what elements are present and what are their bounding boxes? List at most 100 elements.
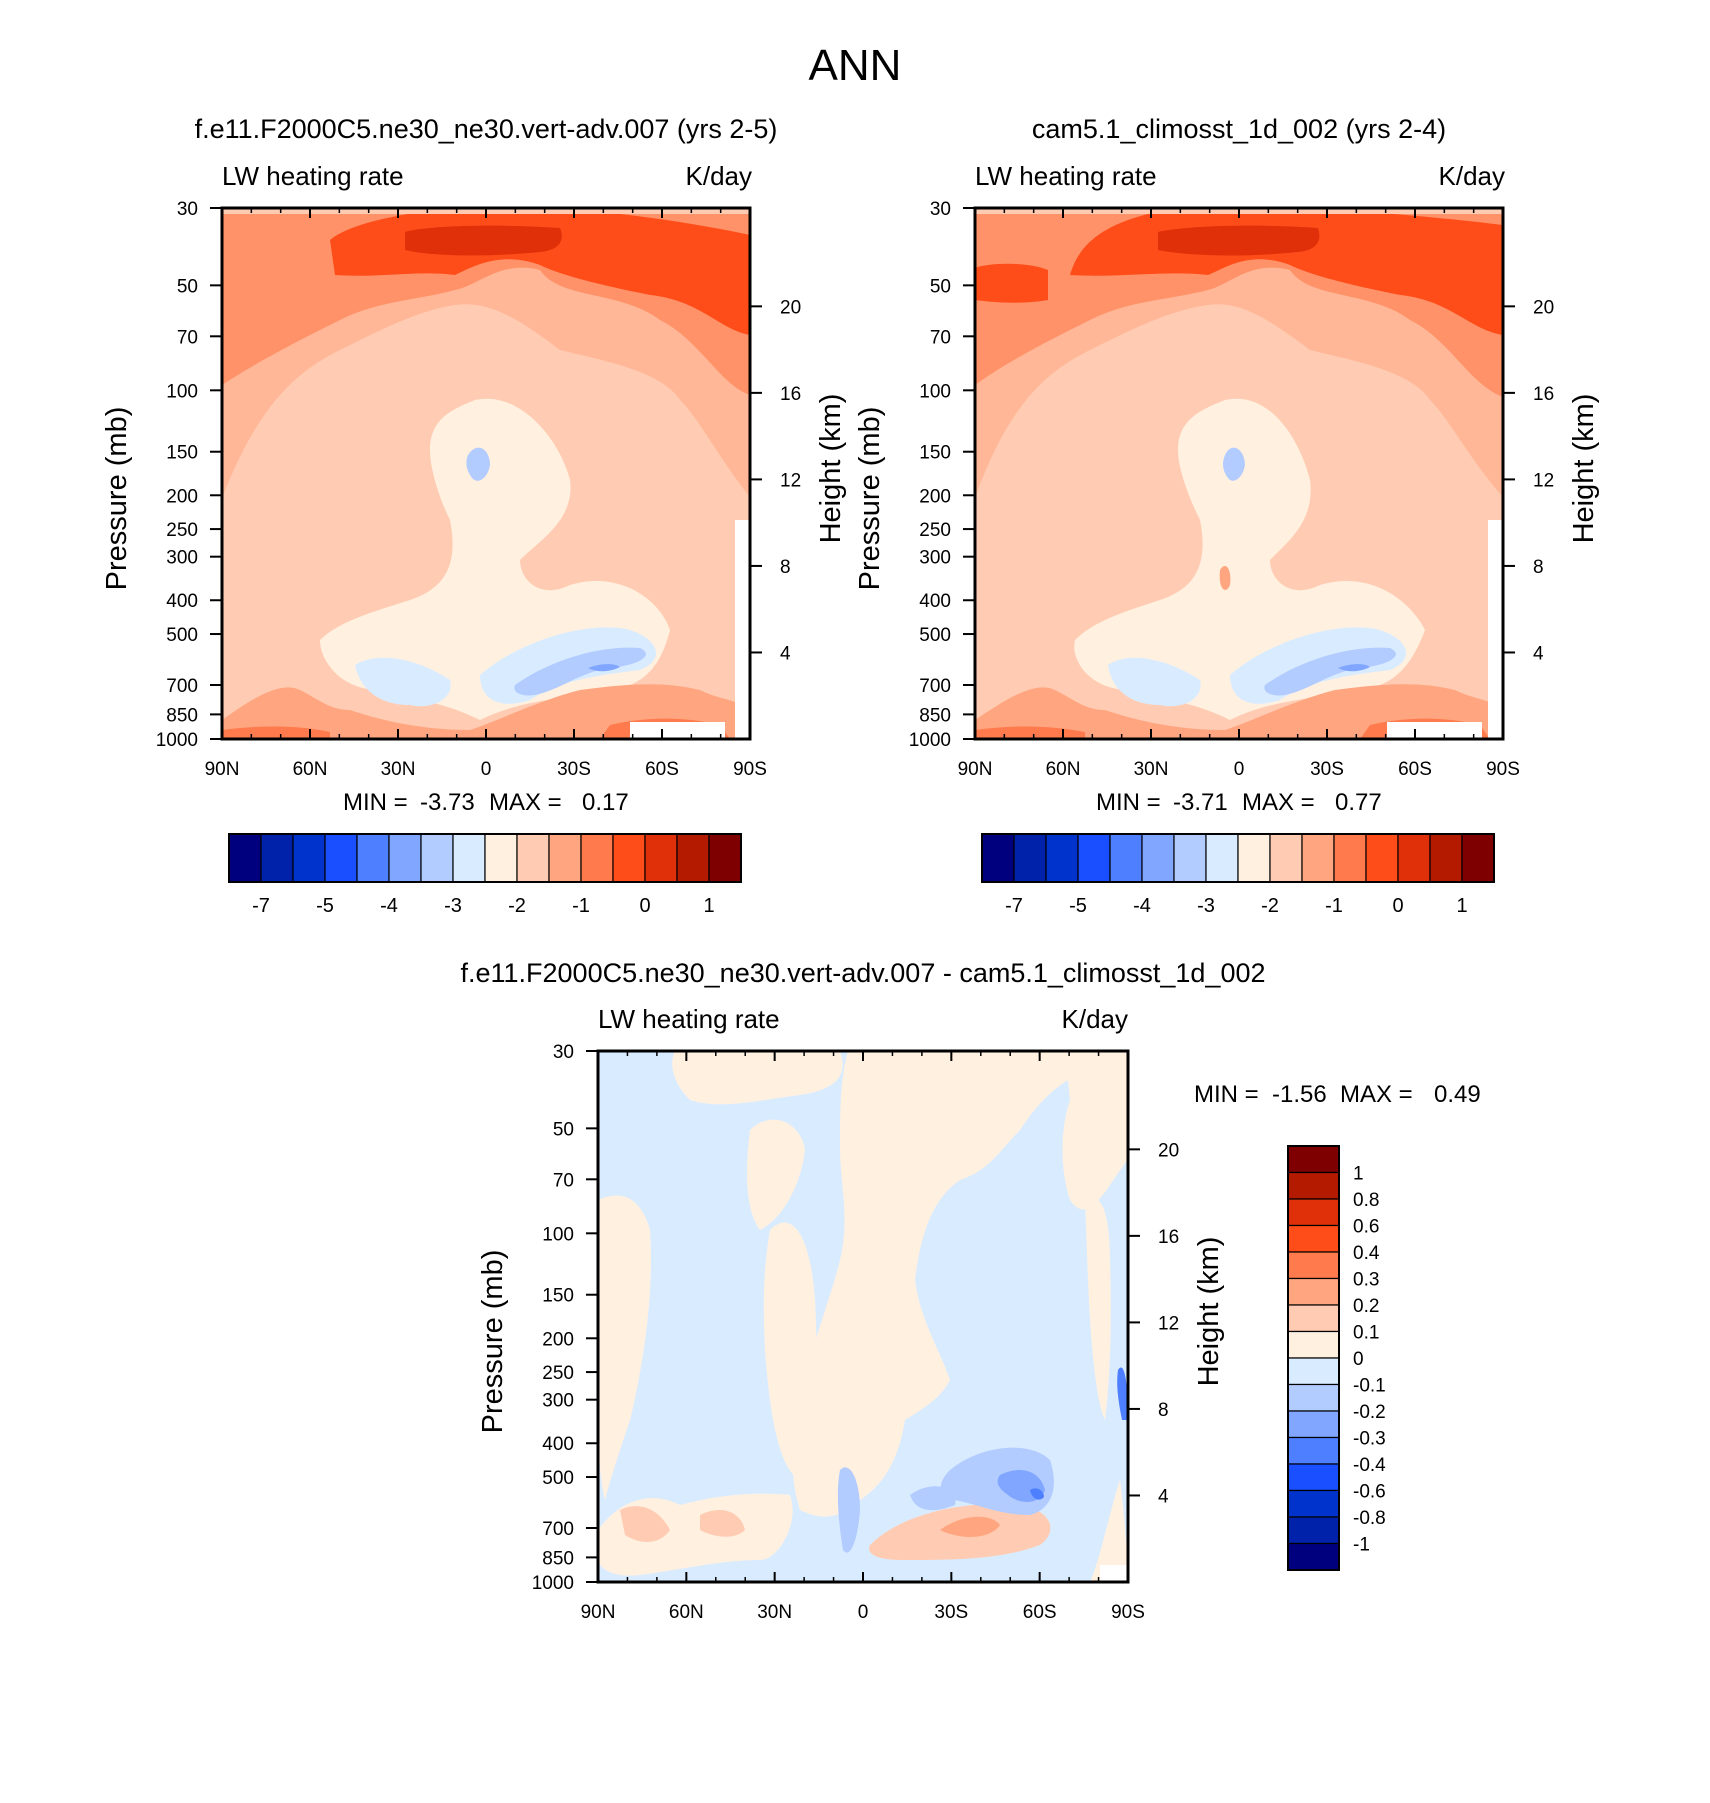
colorbar-swatch — [1287, 1410, 1340, 1439]
colorbar-swatch — [1461, 833, 1495, 883]
panel-a-x-tick-label: 90N — [205, 759, 240, 780]
panel-b-y-tick-label: 30 — [930, 199, 951, 220]
colorbar-frame — [1287, 1145, 1340, 1571]
colorbar-swatch — [1205, 833, 1239, 883]
colorbar-label: 0.2 — [1353, 1296, 1379, 1317]
colorbar-swatch — [1287, 1224, 1340, 1253]
colorbar-label: -0.6 — [1353, 1482, 1386, 1503]
panel-c-x-tick-label: 90S — [1111, 1602, 1145, 1623]
panel-b-title: cam5.1_climosst_1d_002 (yrs 2-4) — [1032, 114, 1446, 144]
panel-a-x-tick-label: 30S — [557, 759, 591, 780]
colorbar-label: -0.2 — [1353, 1402, 1386, 1423]
panel-c-y2-tick-label: 12 — [1158, 1313, 1179, 1334]
colorbar-swatch — [1287, 1198, 1340, 1227]
panel-b-y-tick-label: 70 — [930, 327, 951, 348]
colorbar-swatch — [292, 833, 326, 883]
panel-a-axes: 90N 60N 30N 0 30S 60S 90S 30 50 70 100 150 200 250 300… — [101, 199, 847, 780]
colorbar-label: -7 — [1005, 895, 1023, 917]
colorbar-swatch — [1287, 1542, 1340, 1571]
panel-a-y2-tick-label: 20 — [780, 297, 801, 318]
panel-c-ylabel: Pressure (mb) — [477, 1250, 509, 1434]
colorbar-swatch — [1301, 833, 1335, 883]
colorbar-swatch — [1287, 1436, 1340, 1465]
panel-c-max-value: 0.49 — [1434, 1081, 1481, 1108]
panel-a-y-tick-label: 200 — [166, 486, 198, 507]
panel-a-units-label: K/day — [686, 161, 753, 191]
panel-b-x-tick-label: 90N — [958, 759, 993, 780]
colorbar-frame — [981, 833, 1495, 883]
panel-c-x-tick-label: 60N — [669, 1602, 704, 1623]
colorbar-swatch — [228, 833, 262, 883]
panel-b-y2-tick-label: 4 — [1533, 643, 1544, 664]
colorbar-label: -1 — [1353, 1535, 1370, 1556]
colorbar-swatch — [1397, 833, 1431, 883]
colorbar-swatch — [1287, 1463, 1340, 1492]
colorbar-swatch — [1287, 1516, 1340, 1545]
panel-c-colorbar: 1 0.8 0.6 0.4 0.3 0.2 0.1 0 -0.1 -0.2 -0.3 -0.4 -0.6… — [1287, 1145, 1386, 1571]
panel-a-y2-tick-label: 4 — [780, 643, 791, 664]
panel-c-y-tick-label: 30 — [553, 1042, 574, 1063]
panel-a-y-tick-label: 300 — [166, 548, 198, 569]
colorbar-label: -0.4 — [1353, 1455, 1386, 1476]
panel-a-y-tick-label: 150 — [166, 443, 198, 464]
panel-a-ylabel: Pressure (mb) — [101, 407, 133, 591]
panel-c-y-tick-label: 150 — [542, 1286, 574, 1307]
panel-c-min-value: -1.56 — [1272, 1081, 1327, 1108]
panel-top-left: f.e11.F2000C5.ne30_ne30.vert-adv.007 (yr… — [101, 114, 847, 917]
panel-a-x-tick-label: 30N — [381, 759, 416, 780]
panel-c-x-tick-label: 30N — [757, 1602, 792, 1623]
colorbar-swatch — [1109, 833, 1143, 883]
panel-c-x-tick-label: 90N — [581, 1602, 616, 1623]
panel-c-y-tick-label: 1000 — [532, 1573, 574, 1594]
panel-c-y-tick-label: 50 — [553, 1119, 574, 1140]
colorbar-swatch — [1287, 1145, 1340, 1174]
colorbar-swatch — [612, 833, 646, 883]
colorbar-label: -0.1 — [1353, 1376, 1386, 1397]
panel-b-y-tick-label: 50 — [930, 276, 951, 297]
panel-c-contour-field — [598, 1051, 1128, 1582]
panel-c-y2-tick-label: 20 — [1158, 1140, 1179, 1161]
panel-difference: f.e11.F2000C5.ne30_ne30.vert-adv.007 - c… — [460, 958, 1480, 1623]
panel-b-x-tick-label: 60S — [1398, 759, 1432, 780]
colorbar-label: 0.6 — [1353, 1217, 1379, 1238]
colorbar-label: 1 — [1456, 895, 1467, 917]
panel-a-x-tick-label: 60S — [645, 759, 679, 780]
panel-a-y-tick-label: 500 — [166, 625, 198, 646]
colorbar-swatch — [548, 833, 582, 883]
panel-b-y-tick-label: 250 — [919, 520, 951, 541]
panel-b-y2-tick-label: 20 — [1533, 297, 1554, 318]
panel-a-min-label: MIN = — [343, 789, 408, 816]
colorbar-swatch — [1287, 1383, 1340, 1412]
panel-a-max-label: MAX = — [489, 789, 562, 816]
panel-a-max-value: 0.17 — [582, 789, 629, 816]
panel-b-max-value: 0.77 — [1335, 789, 1382, 816]
colorbar-label: 0.3 — [1353, 1270, 1379, 1291]
colorbar-label: -4 — [1133, 895, 1151, 917]
panel-c-x-tick-label: 30S — [934, 1602, 968, 1623]
panel-a-y-tick-label: 100 — [166, 381, 198, 402]
colorbar-swatch — [1333, 833, 1367, 883]
panel-b-colorbar: -7 -5 -4 -3 -2 -1 0 1 — [981, 833, 1495, 917]
colorbar-swatch — [324, 833, 358, 883]
panel-a-x-tick-label: 60N — [293, 759, 328, 780]
colorbar-label: -1 — [1325, 895, 1343, 917]
colorbar-label: -5 — [316, 895, 334, 917]
colorbar-swatch — [420, 833, 454, 883]
panel-b-max-label: MAX = — [1242, 789, 1315, 816]
colorbar-swatch — [1269, 833, 1303, 883]
panel-b-variable-label: LW heating rate — [975, 161, 1157, 191]
colorbar-swatch — [981, 833, 1015, 883]
colorbar-swatch — [1287, 1251, 1340, 1280]
colorbar-swatch — [356, 833, 390, 883]
panel-a-title: f.e11.F2000C5.ne30_ne30.vert-adv.007 (yr… — [195, 114, 778, 144]
panel-a-y-tick-label: 1000 — [156, 730, 198, 751]
colorbar-swatch — [1287, 1171, 1340, 1200]
panel-c-y2-tick-label: 16 — [1158, 1227, 1179, 1248]
colorbar-label: -2 — [1261, 895, 1279, 917]
panel-a-y-tick-label: 850 — [166, 705, 198, 726]
colorbar-swatch — [1287, 1357, 1340, 1386]
panel-a-contour-field — [222, 208, 750, 739]
colorbar-swatch — [580, 833, 614, 883]
colorbar-label: 0.8 — [1353, 1190, 1379, 1211]
colorbar-swatch — [676, 833, 710, 883]
